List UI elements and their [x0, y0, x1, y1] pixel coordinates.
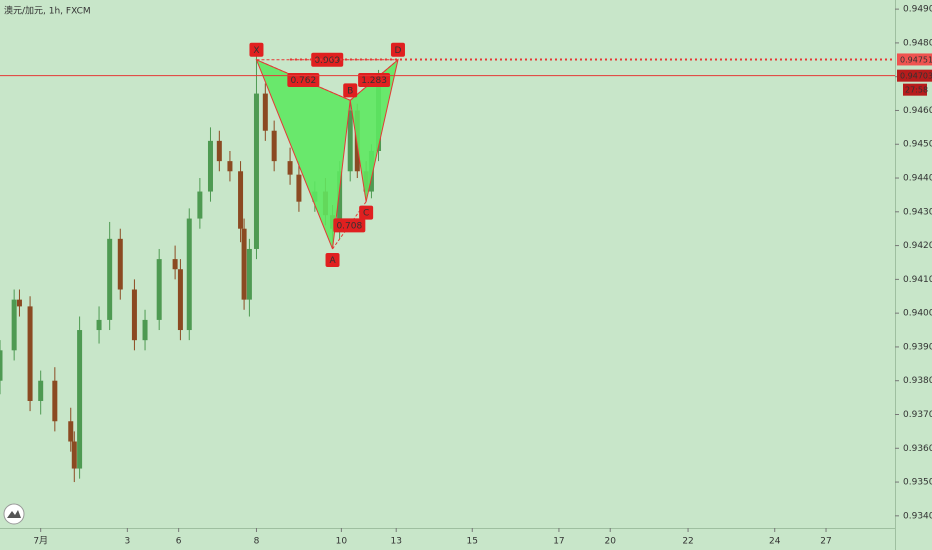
candle-body	[52, 380, 58, 422]
price-tag-box	[897, 69, 932, 82]
candle-body	[241, 228, 247, 300]
countdown-box	[903, 83, 927, 96]
logo[interactable]	[3, 503, 25, 525]
x-tick-label: 20	[605, 537, 617, 547]
candle-body	[38, 380, 44, 401]
candle-body	[172, 259, 178, 270]
ratio-label-box	[287, 73, 320, 88]
candle-body	[0, 350, 3, 381]
x-tick-label: 24	[769, 537, 781, 547]
candle-body	[227, 161, 233, 172]
ratio-label: 0.708	[336, 221, 362, 231]
x-tick-label: 6	[176, 537, 182, 547]
candle-body	[253, 93, 259, 249]
candle-body	[238, 171, 244, 229]
countdown: 27:58	[905, 86, 928, 95]
candle-body	[77, 330, 83, 469]
candle-body	[117, 238, 123, 290]
candle-body	[262, 93, 268, 131]
x-tick-label: 8	[254, 537, 260, 547]
x-tick-label: 7月	[33, 536, 48, 547]
candle-body	[71, 441, 77, 469]
candle-body	[337, 171, 343, 229]
point-label: D	[395, 46, 402, 56]
candle-body	[271, 130, 277, 162]
point-label-box	[359, 205, 374, 220]
candle-body	[142, 319, 148, 341]
candle-body	[11, 299, 17, 351]
point-label-box	[249, 42, 264, 57]
point-label: C	[363, 209, 369, 219]
x-tick-label: 27	[820, 537, 831, 547]
candle-body	[287, 161, 293, 175]
ratio-label-box	[311, 52, 344, 67]
x-tick-label: 15	[467, 537, 478, 547]
chart-title: 澳元/加元, 1h, FXCM	[4, 5, 91, 17]
y-tick-label: 0.93400	[903, 511, 932, 521]
candle-body	[216, 140, 222, 162]
point-label: X	[253, 46, 259, 56]
candle-body	[207, 140, 213, 192]
point-label-box	[390, 42, 405, 57]
price-tag: 0.94703	[900, 72, 932, 81]
candle-body	[131, 289, 137, 341]
price-tag: 0.94751	[900, 55, 932, 64]
candle-body	[107, 238, 113, 320]
x-tick-label: 10	[336, 537, 348, 547]
ratio-label: 1.283	[361, 76, 387, 86]
ratio-label: 0.762	[290, 76, 316, 86]
candle-body	[197, 191, 203, 219]
ratio-label: 0.969	[314, 56, 340, 66]
candle-body	[96, 319, 102, 331]
candle-body	[246, 248, 252, 300]
candle-body	[186, 218, 192, 331]
candle-body	[177, 269, 183, 331]
candle-body	[16, 299, 22, 307]
candle-body	[27, 306, 33, 401]
x-tick-label: 17	[553, 537, 564, 547]
candle-body	[347, 110, 353, 172]
point-label: B	[347, 86, 353, 96]
logo-icon[interactable]	[7, 510, 21, 518]
x-tick-label: 13	[390, 537, 401, 547]
x-tick-label: 22	[682, 537, 693, 547]
point-label: A	[329, 256, 336, 266]
ratio-label-box	[333, 218, 366, 233]
point-label-box	[343, 83, 358, 98]
candle-body	[156, 259, 162, 320]
x-tick-label: 3	[124, 537, 130, 547]
candle-body	[296, 174, 302, 202]
ratio-label-box	[358, 73, 391, 88]
candle-body	[68, 421, 74, 442]
point-label-box	[325, 252, 340, 267]
price-tag-box	[897, 53, 932, 66]
